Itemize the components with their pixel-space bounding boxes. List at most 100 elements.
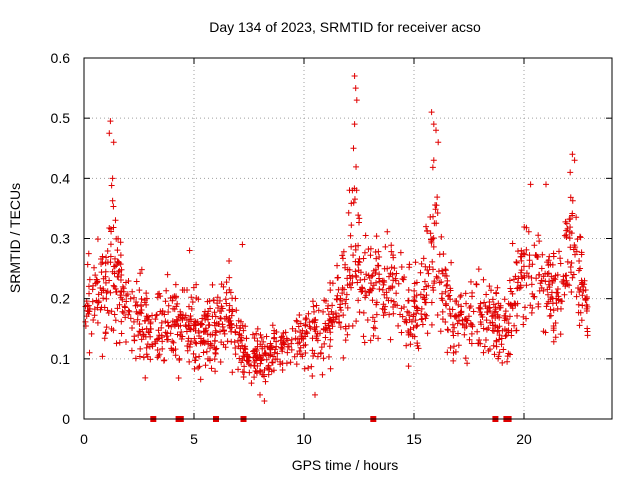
data-point	[478, 321, 485, 328]
data-point	[141, 297, 148, 304]
data-point	[386, 311, 393, 318]
data-point	[216, 297, 223, 304]
data-point	[117, 252, 124, 259]
data-point	[398, 329, 405, 336]
data-point	[301, 365, 308, 372]
data-point	[271, 334, 278, 341]
data-point	[417, 269, 424, 276]
data-point	[370, 267, 377, 274]
data-point	[138, 266, 145, 273]
data-point	[398, 305, 405, 312]
data-point	[158, 319, 165, 326]
data-point	[346, 272, 353, 279]
data-point	[91, 264, 98, 271]
data-point	[107, 118, 114, 125]
data-point	[211, 319, 218, 326]
data-point	[190, 284, 197, 291]
data-point	[344, 304, 351, 311]
data-point	[538, 265, 545, 272]
data-point	[111, 311, 118, 318]
data-point	[414, 342, 421, 349]
data-point	[437, 328, 444, 335]
data-point	[434, 311, 441, 318]
data-point	[527, 181, 534, 188]
data-point	[153, 312, 160, 319]
data-point	[457, 293, 464, 300]
data-point	[388, 297, 395, 304]
data-point	[223, 300, 230, 307]
data-point	[228, 328, 235, 335]
data-point	[302, 315, 309, 322]
data-point	[417, 291, 424, 298]
data-point	[424, 330, 431, 337]
data-point	[103, 324, 110, 331]
data-point	[116, 339, 123, 346]
data-point	[222, 344, 229, 351]
data-point	[171, 293, 178, 300]
data-point	[164, 271, 171, 278]
data-point	[366, 286, 373, 293]
x-axis-label: GPS time / hours	[292, 457, 399, 473]
data-point	[348, 222, 355, 229]
data-point	[242, 346, 249, 353]
data-point	[514, 279, 521, 286]
data-point	[538, 277, 545, 284]
data-point	[89, 286, 96, 293]
data-point	[425, 270, 432, 277]
data-point	[352, 85, 359, 92]
data-point	[428, 299, 435, 306]
data-point	[571, 242, 578, 249]
data-point	[483, 291, 490, 298]
data-point	[292, 327, 299, 334]
data-point	[271, 349, 278, 356]
data-point	[297, 329, 304, 336]
data-point	[265, 362, 272, 369]
data-point	[393, 290, 400, 297]
data-point	[355, 261, 362, 268]
data-point	[336, 313, 343, 320]
data-point	[542, 278, 549, 285]
data-point	[86, 349, 93, 356]
data-point	[557, 331, 564, 338]
data-point	[329, 302, 336, 309]
data-point	[388, 264, 395, 271]
data-point	[421, 278, 428, 285]
data-point	[386, 273, 393, 280]
data-point	[309, 347, 316, 354]
data-point	[414, 322, 421, 329]
data-point	[160, 357, 167, 364]
data-point	[535, 301, 542, 308]
data-point	[263, 333, 270, 340]
data-point	[376, 278, 383, 285]
data-point	[371, 318, 378, 325]
data-point	[312, 391, 318, 398]
data-point	[363, 271, 370, 278]
data-point	[297, 344, 304, 351]
data-point	[450, 349, 457, 356]
data-point	[500, 346, 507, 353]
data-point	[90, 317, 97, 324]
data-point	[279, 367, 286, 374]
data-point	[116, 301, 123, 308]
data-point	[486, 346, 493, 353]
data-point	[209, 281, 216, 288]
data-point	[192, 319, 199, 326]
data-point	[470, 308, 477, 315]
data-point	[361, 249, 368, 256]
data-point	[293, 361, 300, 368]
data-point	[448, 259, 455, 266]
data-point	[433, 127, 439, 134]
data-point	[243, 335, 250, 342]
data-point	[214, 294, 221, 301]
data-point	[243, 357, 250, 364]
data-point	[424, 267, 431, 273]
data-point	[540, 273, 547, 280]
data-point	[206, 321, 213, 328]
data-point	[267, 351, 274, 358]
data-point	[267, 352, 274, 359]
data-point	[327, 365, 334, 372]
y-tick-label: 0.1	[51, 351, 71, 367]
data-point	[546, 253, 553, 260]
data-point	[109, 268, 116, 275]
data-point	[563, 233, 570, 240]
